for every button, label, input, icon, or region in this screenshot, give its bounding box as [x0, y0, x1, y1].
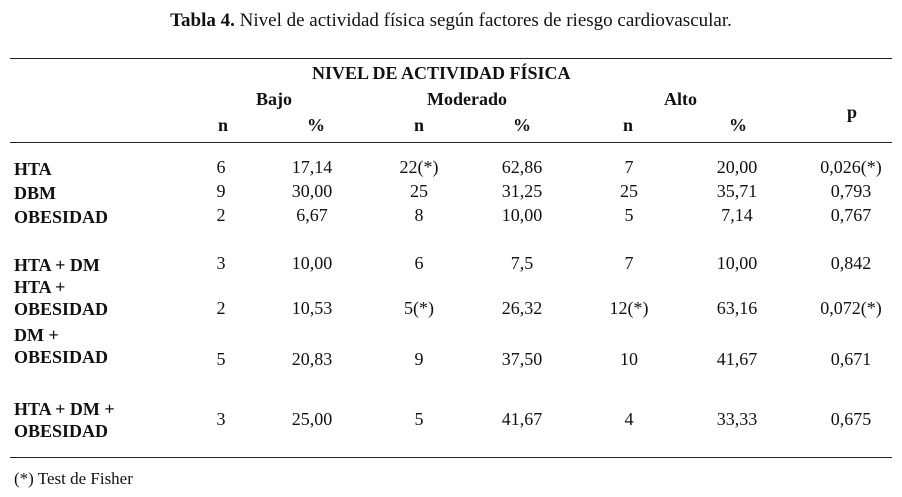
header-n-bajo: n — [218, 115, 229, 135]
row-label-line: HTA + DM — [14, 255, 100, 275]
cell-p-value: 0,767 — [830, 205, 872, 225]
row-label: HTA + DM — [14, 254, 100, 276]
row-label-line: HTA — [14, 159, 52, 179]
cell-pct-bajo: 6,67 — [296, 205, 328, 225]
row-label-line: HTA + — [14, 277, 66, 297]
cell-n-moderado: 6 — [414, 253, 424, 273]
cell-n-alto: 5 — [624, 205, 634, 225]
cell-n-moderado: 5(*) — [404, 298, 434, 318]
row-label-line: DBM — [14, 183, 56, 203]
cell-n-bajo: 3 — [216, 253, 226, 273]
cell-pct-alto: 35,71 — [716, 181, 758, 201]
cell-n-bajo: 6 — [216, 157, 226, 177]
header-rule — [10, 142, 892, 143]
cell-pct-moderado: 62,86 — [501, 157, 543, 177]
row-label: DBM — [14, 182, 56, 204]
cell-p-value: 0,671 — [830, 349, 872, 369]
cell-p-value: 0,026(*) — [820, 157, 882, 177]
header-pct-alto: % — [729, 115, 747, 135]
cell-n-moderado: 8 — [414, 205, 424, 225]
header-p: p — [847, 102, 858, 122]
cell-pct-alto: 63,16 — [716, 298, 758, 318]
cell-n-moderado: 5 — [414, 409, 424, 429]
cell-n-alto: 12(*) — [609, 298, 649, 318]
row-label: DM + OBESIDAD — [14, 324, 108, 368]
cell-pct-moderado: 7,5 — [510, 253, 534, 273]
row-label-line: OBESIDAD — [14, 299, 109, 319]
caption-label: Tabla 4. — [170, 10, 235, 31]
cell-n-alto: 4 — [624, 409, 634, 429]
cell-p-value: 0,842 — [830, 253, 872, 273]
cell-pct-bajo: 30,00 — [291, 181, 333, 201]
cell-n-moderado: 9 — [414, 349, 424, 369]
cell-pct-bajo: 25,00 — [291, 409, 333, 429]
header-bajo: Bajo — [256, 89, 292, 109]
header-pct-bajo: % — [307, 115, 325, 135]
cell-p-value: 0,675 — [830, 409, 872, 429]
row-label: HTA + OBESIDAD — [14, 276, 108, 320]
cell-n-alto: 25 — [620, 181, 638, 201]
cell-pct-bajo: 10,00 — [291, 253, 333, 273]
cell-n-bajo: 5 — [216, 349, 226, 369]
cell-n-moderado: 25 — [410, 181, 428, 201]
cell-pct-bajo: 17,14 — [291, 157, 333, 177]
cell-pct-alto: 10,00 — [716, 253, 758, 273]
header-n-moderado: n — [414, 115, 425, 135]
group-header: NIVEL DE ACTIVIDAD FÍSICA — [312, 63, 571, 83]
row-label: HTA — [14, 158, 52, 180]
cell-pct-moderado: 31,25 — [501, 181, 543, 201]
cell-pct-moderado: 41,67 — [501, 409, 543, 429]
row-label-line: DM + — [14, 325, 59, 345]
cell-p-value: 0,072(*) — [820, 298, 882, 318]
cell-pct-moderado: 37,50 — [501, 349, 543, 369]
cell-pct-alto: 7,14 — [721, 205, 753, 225]
row-label-line: HTA + DM + — [14, 399, 115, 419]
row-label: HTA + DM + OBESIDAD — [14, 398, 115, 442]
cell-p-value: 0,793 — [830, 181, 872, 201]
row-label-line: OBESIDAD — [14, 347, 109, 367]
cell-n-alto: 7 — [624, 253, 634, 273]
cell-n-bajo: 3 — [216, 409, 226, 429]
top-rule — [10, 58, 892, 59]
cell-pct-moderado: 10,00 — [501, 205, 543, 225]
cell-pct-alto: 33,33 — [716, 409, 758, 429]
cell-n-alto: 10 — [620, 349, 638, 369]
cell-n-alto: 7 — [624, 157, 634, 177]
row-label-line: OBESIDAD — [14, 207, 109, 227]
cell-n-moderado: 22(*) — [399, 157, 439, 177]
cell-pct-bajo: 20,83 — [291, 349, 333, 369]
cell-pct-alto: 41,67 — [716, 349, 758, 369]
header-pct-moderado: % — [513, 115, 531, 135]
table-caption: Tabla 4. Nivel de actividad física según… — [0, 10, 902, 32]
cell-n-bajo: 2 — [216, 205, 226, 225]
cell-pct-moderado: 26,32 — [501, 298, 543, 318]
cell-n-bajo: 2 — [216, 298, 226, 318]
bottom-rule — [10, 457, 892, 458]
cell-pct-alto: 20,00 — [716, 157, 758, 177]
cell-pct-bajo: 10,53 — [291, 298, 333, 318]
table-footnote: (*) Test de Fisher — [14, 469, 133, 488]
cell-n-bajo: 9 — [216, 181, 226, 201]
row-label-line: OBESIDAD — [14, 421, 109, 441]
header-moderado: Moderado — [427, 89, 507, 109]
header-alto: Alto — [664, 89, 697, 109]
header-n-alto: n — [623, 115, 634, 135]
caption-text: Nivel de actividad física según factores… — [234, 10, 732, 31]
row-label: OBESIDAD — [14, 206, 108, 228]
